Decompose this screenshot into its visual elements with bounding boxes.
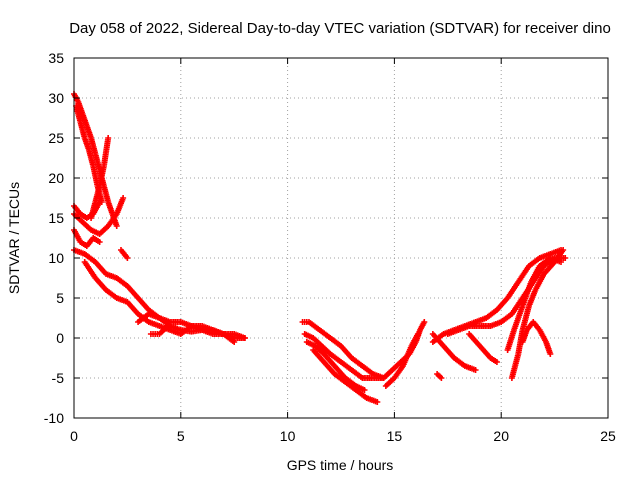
x-tick-label: 10 — [280, 428, 296, 444]
series-track-18 — [434, 371, 445, 381]
data-point — [472, 367, 479, 373]
x-tick-label: 20 — [493, 428, 509, 444]
x-axis-label: GPS time / hours — [287, 457, 394, 473]
y-tick-label: 30 — [48, 90, 64, 106]
data-point — [438, 375, 445, 381]
x-tick-label: 5 — [177, 428, 185, 444]
y-axis-ticks: -10 -5 0 5 10 15 20 25 30 35 — [44, 50, 608, 426]
data-point — [124, 255, 131, 261]
series-track-22 — [466, 331, 500, 365]
data-point — [562, 255, 569, 261]
data-point — [241, 335, 248, 341]
x-tick-label: 25 — [600, 428, 616, 444]
data-point — [96, 239, 103, 245]
data-point — [96, 199, 103, 205]
data-point — [558, 259, 565, 265]
y-tick-label: 15 — [48, 210, 64, 226]
series-track-14 — [303, 339, 368, 393]
data-point — [414, 331, 421, 337]
data-point — [231, 339, 238, 345]
data-point — [560, 247, 567, 253]
series-track-25 — [519, 319, 554, 357]
series-track-13 — [301, 331, 387, 381]
series-track-17 — [382, 331, 421, 389]
series-track-9 — [117, 247, 131, 261]
data-point — [105, 135, 112, 141]
series-track-11 — [147, 323, 171, 337]
y-tick-label: -5 — [52, 370, 65, 386]
y-tick-label: 35 — [48, 50, 64, 66]
series-track-16 — [380, 319, 428, 381]
y-tick-label: 25 — [48, 130, 64, 146]
series-track-10 — [135, 311, 238, 345]
x-tick-label: 0 — [70, 428, 78, 444]
y-tick-label: 20 — [48, 170, 64, 186]
y-tick-label: 10 — [48, 250, 64, 266]
series-track-19 — [429, 331, 479, 373]
data-point — [361, 387, 368, 393]
data-point — [547, 351, 554, 357]
data-point — [113, 223, 120, 229]
y-axis-label: SDTVAR / TECUs — [6, 182, 22, 294]
x-tick-label: 15 — [387, 428, 403, 444]
data-markers — [71, 91, 569, 405]
series-track-5 — [71, 195, 127, 237]
x-axis-ticks: 0 5 10 15 20 25 — [70, 58, 616, 444]
y-tick-label: 5 — [56, 290, 64, 306]
data-point — [421, 319, 428, 325]
series-track-15 — [310, 347, 381, 405]
plot-frame — [73, 57, 609, 419]
y-tick-label: -10 — [44, 410, 64, 426]
data-point — [374, 399, 381, 405]
series-track-4 — [71, 199, 103, 221]
chart-title: Day 058 of 2022, Sidereal Day-to-day VTE… — [69, 20, 611, 37]
series-track-23 — [504, 255, 565, 353]
y-tick-label: 0 — [56, 330, 64, 346]
data-point — [493, 359, 500, 365]
data-point — [164, 323, 171, 329]
series-track-1 — [71, 91, 120, 229]
data-point — [120, 195, 127, 201]
series-track-6 — [71, 227, 103, 249]
